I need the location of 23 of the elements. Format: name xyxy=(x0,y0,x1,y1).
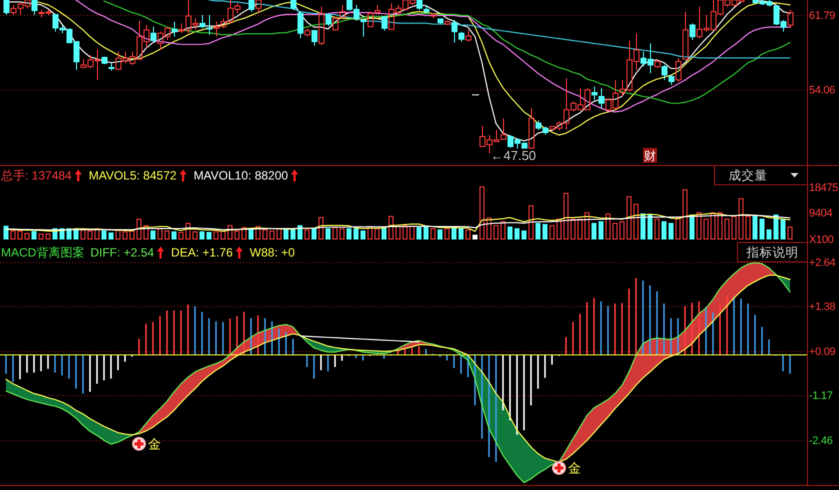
text: MAVOL10: 88200 xyxy=(194,168,288,182)
annotation: 指标说明 xyxy=(746,246,798,260)
text: DEA: +1.76 xyxy=(171,246,234,260)
data-label: 金 xyxy=(568,460,581,476)
data-label: 财 xyxy=(644,148,656,163)
text: 总手: 137484 xyxy=(0,168,72,182)
chart-title: MACD背离图案 xyxy=(1,246,84,260)
y-tick-label: 54.06 xyxy=(809,84,836,97)
y-tick-label: 9404 xyxy=(809,208,832,220)
y-tick-label: +1.38 xyxy=(809,301,836,314)
annotation: W88: +0 xyxy=(250,246,296,260)
text: MAVOL5: 84572 xyxy=(88,168,177,182)
y-tick-label: -1.17 xyxy=(809,390,833,402)
data-label: 金 xyxy=(148,436,161,452)
y-tick-label: +0.09 xyxy=(809,346,836,358)
y-tick-label: 18475 xyxy=(809,182,838,194)
y-tick-label: -2.46 xyxy=(809,435,833,448)
y-tick-label: +2.64 xyxy=(809,257,836,270)
text: DIFF: +2.54 xyxy=(90,246,154,260)
annotation: ←47.50 xyxy=(490,148,536,163)
text: 成交量 xyxy=(728,168,768,182)
y-tick-label: X100 xyxy=(809,234,834,246)
y-tick-label: 61.79 xyxy=(809,10,836,22)
